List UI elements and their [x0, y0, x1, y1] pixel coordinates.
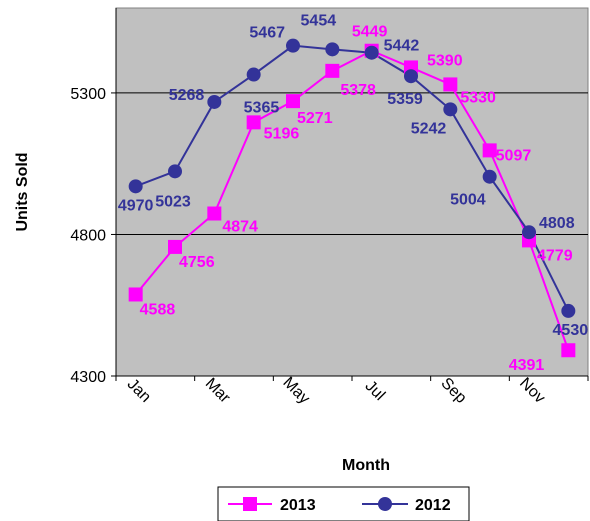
x-tick-label: Jul	[362, 378, 388, 404]
data-label-2013: 5097	[496, 147, 532, 164]
y-tick-label: 5300	[70, 86, 106, 103]
data-label-2013: 5330	[460, 89, 496, 106]
data-label-2013: 4756	[179, 254, 215, 271]
data-label-2013: 5390	[427, 52, 463, 69]
x-tick-label: Jan	[124, 376, 154, 406]
axes	[111, 8, 589, 381]
data-label-2013: 5196	[264, 125, 300, 142]
data-point-2012	[522, 225, 536, 240]
data-point-2012	[364, 45, 379, 60]
y-axis-title: Units Sold	[14, 152, 31, 231]
data-label-2013: 4874	[222, 219, 258, 236]
data-point-2013	[286, 94, 300, 109]
legend-marker-2013	[243, 497, 257, 511]
data-label-2012: 5454	[301, 12, 337, 29]
y-tick-label: 4800	[70, 227, 106, 244]
series-group	[128, 38, 576, 358]
data-label-2012: 5023	[155, 193, 191, 210]
data-point-2012	[482, 169, 497, 184]
x-tick-labels: Jan Mar May Jul Sep Nov	[124, 374, 549, 407]
data-label-2013: 4588	[140, 301, 176, 318]
data-point-2012	[443, 102, 458, 117]
data-point-2013	[168, 239, 182, 254]
data-point-2013	[561, 343, 576, 358]
data-point-2012	[325, 42, 340, 57]
legend: 2013 2012	[217, 486, 470, 521]
data-point-2013	[246, 115, 261, 130]
data-point-2012	[207, 94, 222, 109]
data-label-2012: 5004	[450, 192, 486, 209]
y-tick-labels: 4300 4800 5300	[70, 86, 106, 386]
data-point-2012	[286, 38, 300, 53]
data-point-2013	[128, 287, 143, 302]
x-tick-label: May	[279, 374, 312, 407]
data-label-2013: 5378	[340, 82, 376, 99]
x-tick-label: Nov	[516, 375, 548, 407]
plot-area	[115, 7, 589, 377]
data-point-2013	[443, 77, 458, 92]
x-tick-label: Sep	[437, 375, 469, 407]
gridlines	[116, 92, 588, 235]
data-label-2013: 4391	[509, 357, 545, 374]
legend-marker-2012	[378, 497, 392, 511]
data-point-2012	[168, 164, 182, 179]
data-label-2012: 4530	[553, 322, 589, 339]
data-label-2012: 5467	[249, 25, 285, 42]
data-point-2012	[404, 69, 418, 84]
legend-label-2012: 2012	[415, 497, 451, 514]
legend-label-2013: 2013	[280, 497, 316, 514]
data-point-2013	[482, 143, 497, 158]
data-label-2012: 4808	[539, 215, 575, 232]
data-label-2013: 5449	[352, 24, 388, 41]
data-label-2012: 4970	[118, 197, 154, 214]
data-label-2012: 5268	[169, 87, 205, 104]
data-label-2013: 4779	[537, 247, 573, 264]
data-label-2012: 5442	[384, 38, 420, 55]
data-point-2012	[128, 179, 143, 194]
data-point-2013	[207, 206, 222, 221]
data-point-2013	[325, 63, 340, 78]
series-line-2012	[135, 44, 570, 312]
data-label-2012: 5242	[411, 120, 447, 137]
x-tick-label: Mar	[202, 375, 234, 407]
y-tick-label: 4300	[70, 369, 106, 386]
data-point-2012	[246, 67, 261, 82]
x-axis-title: Month	[342, 457, 390, 474]
data-label-2013: 5271	[297, 110, 333, 127]
data-point-2012	[561, 303, 576, 318]
data-label-2012: 5365	[244, 100, 280, 117]
data-label-2012: 5359	[387, 91, 423, 108]
